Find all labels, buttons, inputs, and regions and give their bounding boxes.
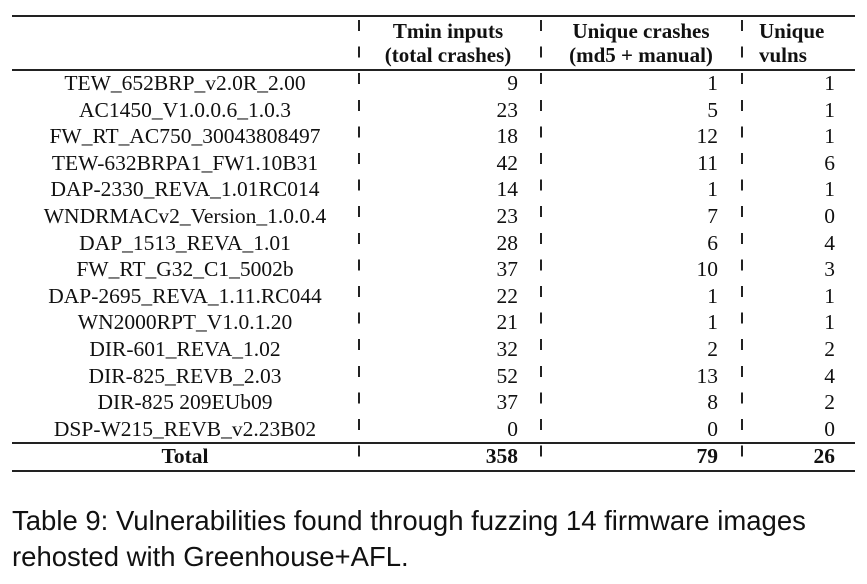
table-row: FW_RT_G32_C1_5002b 37 10 3: [12, 256, 855, 283]
unique-crashes-cell: 1: [707, 283, 718, 308]
firmware-name-cell: FW_RT_AC750_30043808497: [49, 124, 321, 149]
table-row: TEW_652BRP_v2.0R_2.00 9 1 1: [12, 70, 855, 97]
column-divider: [741, 20, 743, 472]
unique-crashes-cell: 6: [707, 230, 718, 255]
tmin-inputs-cell: 9: [507, 71, 518, 95]
column-divider: [540, 20, 542, 472]
table-row: DAP-2330_REVA_1.01RC014 14 1 1: [12, 176, 855, 203]
unique-vulns-cell: 1: [824, 283, 835, 308]
unique-vulns-cell: 1: [824, 177, 835, 202]
unique-crashes-cell: 10: [696, 257, 719, 282]
unique-vulns-cell: 0: [824, 416, 835, 441]
firmware-name-cell: AC1450_V1.0.0.6_1.0.3: [78, 97, 292, 122]
tmin-inputs-cell: 37: [496, 257, 519, 282]
unique-vulns-cell: 4: [824, 230, 835, 255]
firmware-name-cell: TEW_652BRP_v2.0R_2.00: [64, 71, 306, 95]
unique-crashes-cell: 12: [696, 124, 719, 149]
header-line: (md5 + manual): [569, 43, 713, 67]
tmin-inputs-cell: 21: [496, 310, 519, 335]
header-tmin-inputs: Tmin inputs (total crashes): [368, 19, 528, 67]
tmin-inputs-cell: 0: [507, 416, 518, 441]
top-rule: [12, 15, 855, 17]
tmin-inputs-cell: 22: [496, 283, 519, 308]
tmin-inputs-cell: 18: [496, 124, 519, 149]
unique-crashes-cell: 5: [707, 97, 718, 122]
unique-crashes-cell: 8: [707, 390, 718, 415]
firmware-name-cell: DIR-825_REVB_2.03: [88, 363, 282, 388]
firmware-name-cell: DAP_1513_REVA_1.01: [79, 230, 291, 255]
column-divider: [358, 20, 360, 472]
total-unique-crashes: 79: [696, 444, 719, 468]
unique-vulns-cell: 0: [824, 204, 835, 228]
total-unique-vulns: 26: [813, 444, 836, 468]
unique-vulns-cell: 4: [824, 363, 835, 388]
firmware-name-cell: TEW-632BRPA1_FW1.10B31: [51, 150, 319, 175]
firmware-name-cell: DSP-W215_REVB_v2.23B02: [53, 416, 317, 441]
table-row: AC1450_V1.0.0.6_1.0.3 23 5 1: [12, 97, 855, 124]
table-row: FW_RT_AC750_30043808497 18 12 1: [12, 123, 855, 150]
header-line: Unique crashes: [572, 19, 710, 43]
unique-crashes-cell: 1: [707, 177, 718, 202]
total-tmin: 358: [485, 444, 518, 468]
table-row: DIR-601_REVA_1.02 32 2 2: [12, 336, 855, 363]
unique-vulns-cell: 2: [824, 337, 835, 361]
firmware-name-cell: DAP-2330_REVA_1.01RC014: [50, 177, 320, 202]
unique-vulns-cell: 1: [824, 97, 835, 122]
firmware-name-cell: DIR-825 209EUb09: [97, 390, 273, 415]
table-row: DAP_1513_REVA_1.01 28 6 4: [12, 230, 855, 257]
header-line: (total crashes): [384, 43, 512, 67]
tmin-inputs-cell: 23: [496, 204, 519, 228]
total-row: Total 358 79 26: [12, 443, 855, 470]
table-row: TEW-632BRPA1_FW1.10B31 42 11 6: [12, 150, 855, 177]
firmware-name-cell: WN2000RPT_V1.0.1.20: [77, 310, 293, 335]
unique-crashes-cell: 0: [707, 416, 718, 441]
unique-vulns-cell: 1: [824, 124, 835, 149]
tmin-inputs-cell: 52: [496, 363, 519, 388]
unique-vulns-cell: 6: [824, 150, 835, 175]
header-unique-vulns: Unique vulns: [752, 19, 849, 67]
table-row: WN2000RPT_V1.0.1.20 21 1 1: [12, 309, 855, 336]
unique-crashes-cell: 2: [707, 337, 718, 361]
table-row: DAP-2695_REVA_1.11.RC044 22 1 1: [12, 283, 855, 310]
table-row: DSP-W215_REVB_v2.23B02 0 0 0: [12, 416, 855, 443]
unique-crashes-cell: 7: [707, 204, 718, 228]
total-rule: [12, 442, 855, 444]
tmin-inputs-cell: 32: [496, 337, 519, 361]
bottom-rule: [12, 470, 855, 472]
header-line: vulns: [759, 43, 807, 67]
unique-crashes-cell: 13: [696, 363, 719, 388]
firmware-name-cell: DIR-601_REVA_1.02: [89, 337, 281, 361]
header-line: Tmin inputs: [392, 19, 504, 43]
unique-vulns-cell: 2: [824, 390, 835, 415]
firmware-name-cell: FW_RT_G32_C1_5002b: [76, 257, 294, 282]
table-row: WNDRMACv2_Version_1.0.0.4 23 7 0: [12, 203, 855, 230]
unique-vulns-cell: 1: [824, 71, 835, 95]
tmin-inputs-cell: 14: [496, 177, 519, 202]
unique-crashes-cell: 11: [697, 150, 718, 175]
firmware-name-cell: DAP-2695_REVA_1.11.RC044: [48, 283, 322, 308]
unique-crashes-cell: 1: [707, 310, 718, 335]
unique-vulns-cell: 1: [824, 310, 835, 335]
unique-vulns-cell: 3: [824, 257, 835, 282]
tmin-inputs-cell: 42: [496, 150, 519, 175]
table-caption: Table 9: Vulnerabilities found through f…: [12, 505, 806, 572]
tmin-inputs-cell: 37: [496, 390, 519, 415]
table-row: DIR-825_REVB_2.03 52 13 4: [12, 363, 855, 390]
tmin-inputs-cell: 23: [496, 97, 519, 122]
total-label: Total: [161, 444, 209, 468]
firmware-name-cell: WNDRMACv2_Version_1.0.0.4: [43, 204, 327, 228]
unique-crashes-cell: 1: [707, 71, 718, 95]
tmin-inputs-cell: 28: [496, 230, 519, 255]
table-row: DIR-825 209EUb09 37 8 2: [12, 389, 855, 416]
header-line: Unique: [759, 19, 825, 43]
header-rule: [12, 69, 855, 71]
header-unique-crashes: Unique crashes (md5 + manual): [548, 19, 734, 67]
